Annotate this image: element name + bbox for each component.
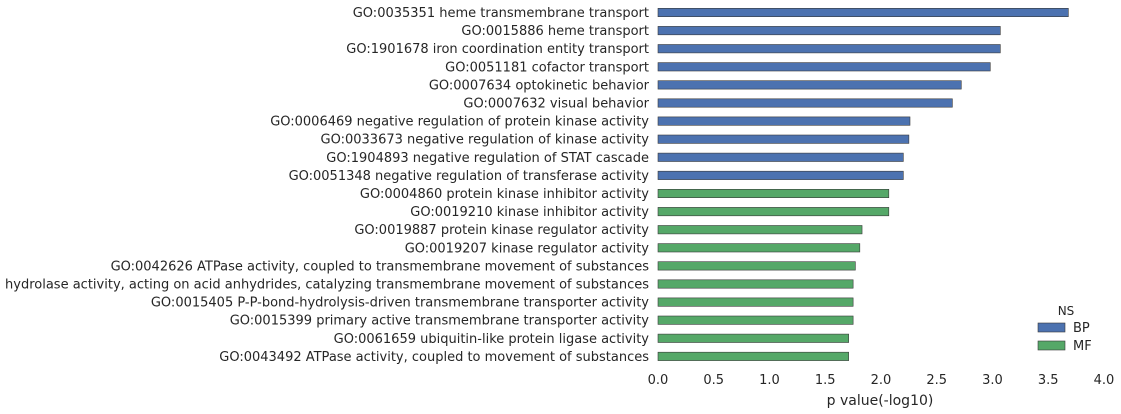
- x-axis-ticks: 0.0 0.5 1.0 1.5 2.0 2.5 3.0 3.5 4.0: [648, 373, 1115, 388]
- legend-title: NS: [1058, 304, 1075, 318]
- x-tick-label: 1.5: [815, 373, 836, 388]
- category-label: GO:1904893 negative regulation of STAT c…: [326, 151, 649, 166]
- category-label: GO:0035351 heme transmembrane transport: [353, 6, 649, 21]
- legend-swatch-mf: [1037, 340, 1066, 351]
- x-tick-label: 2.0: [871, 373, 892, 388]
- bar-bp: [657, 8, 1069, 17]
- x-tick-label: 3.5: [1038, 373, 1059, 388]
- bar-bp: [657, 170, 904, 180]
- category-label: GO:0015886 heme transport: [461, 24, 649, 39]
- bar-bp: [657, 134, 910, 144]
- x-axis-title: p value(-log10): [827, 393, 934, 409]
- bar-bp: [657, 26, 1001, 36]
- category-label: GO:0019887 protein kinase regulator acti…: [354, 223, 649, 238]
- bar-mf: [657, 351, 849, 361]
- bar-mf: [657, 279, 854, 289]
- category-label: GO:0007632 visual behavior: [463, 97, 649, 112]
- bar-group: [657, 8, 1069, 361]
- bar-mf: [657, 207, 890, 217]
- x-tick-label: 0.0: [648, 373, 669, 388]
- category-label: GO:0007634 optokinetic behavior: [429, 78, 650, 93]
- category-label: GO:0061659 ubiquitin-like protein ligase…: [334, 332, 650, 347]
- legend-label: MF: [1073, 339, 1092, 354]
- bar-bp: [657, 152, 904, 162]
- bar-bp: [657, 62, 991, 72]
- category-label: GO:0004860 protein kinase inhibitor acti…: [360, 187, 649, 202]
- legend-entries: BP MF: [1037, 321, 1092, 354]
- bar-bp: [657, 80, 962, 90]
- bar-mf: [657, 297, 854, 307]
- x-tick-label: 3.0: [982, 373, 1003, 388]
- category-label: GO:0043492 ATPase activity, coupled to m…: [219, 350, 649, 365]
- x-tick-label: 2.5: [926, 373, 947, 388]
- category-label: GO:0016820 hydrolase activity, acting on…: [0, 278, 649, 293]
- bar-mf: [657, 261, 856, 271]
- category-label: GO:0015399 primary active transmembrane …: [230, 314, 650, 329]
- x-tick-label: 1.0: [759, 373, 780, 388]
- legend-swatch-bp: [1037, 322, 1066, 333]
- category-label: GO:1901678 iron coordination entity tran…: [346, 42, 649, 57]
- legend-label: BP: [1073, 321, 1090, 336]
- bar-bp: [657, 98, 953, 108]
- bar-mf: [657, 243, 861, 253]
- bar-mf: [657, 315, 854, 325]
- bar-mf: [657, 225, 863, 235]
- category-label: GO:0051181 cofactor transport: [445, 60, 649, 75]
- category-label: GO:0019210 kinase inhibitor activity: [410, 205, 649, 220]
- x-tick-label: 0.5: [703, 373, 724, 388]
- x-tick-label: 4.0: [1094, 373, 1115, 388]
- category-labels: GO:0035351 heme transmembrane transport G…: [0, 6, 650, 365]
- bar-bp: [657, 116, 911, 126]
- category-label: GO:0019207 kinase regulator activity: [405, 241, 650, 256]
- category-label: GO:0042626 ATPase activity, coupled to t…: [111, 259, 650, 274]
- category-label: GO:0051348 negative regulation of transf…: [289, 169, 650, 184]
- category-label: GO:0033673 negative regulation of kinase…: [321, 133, 650, 148]
- category-label: GO:0006469 negative regulation of protei…: [270, 115, 649, 130]
- category-label: GO:0015405 P-P-bond-hydrolysis-driven tr…: [151, 296, 649, 311]
- legend: NS BP MF: [1037, 304, 1092, 354]
- bar-bp: [657, 44, 1001, 54]
- bar-mf: [657, 189, 890, 199]
- bar-mf: [657, 333, 849, 343]
